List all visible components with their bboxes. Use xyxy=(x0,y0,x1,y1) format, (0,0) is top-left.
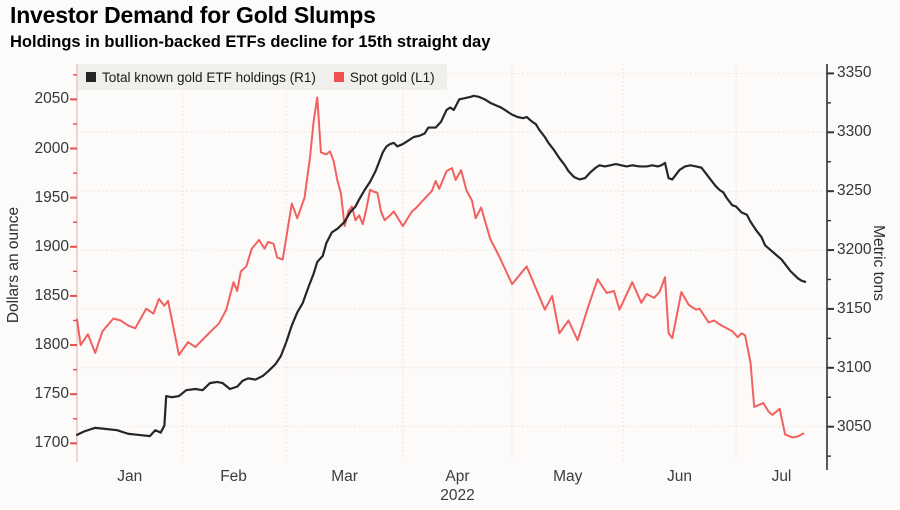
left-axis-tick-label: 1850 xyxy=(34,286,69,304)
left-axis-tick-label: 1800 xyxy=(34,336,69,354)
right-axis-tick-label: 3250 xyxy=(837,182,872,200)
legend-label-spot-gold: Spot gold (L1) xyxy=(349,69,435,85)
x-axis-month-label: Jul xyxy=(771,468,792,485)
right-axis-tick-label: 3050 xyxy=(837,417,872,435)
x-axis-month-label: Mar xyxy=(331,468,358,485)
right-axis-tick-label: 3300 xyxy=(837,123,872,141)
legend-item-spot-gold: Spot gold (L1) xyxy=(333,69,435,85)
x-axis-month-label: May xyxy=(553,468,583,485)
left-axis-tick-label: 2000 xyxy=(34,139,69,157)
legend-item-etf-holdings: Total known gold ETF holdings (R1) xyxy=(86,70,316,85)
left-axis-tick-label: 1900 xyxy=(34,237,69,255)
left-axis-tick-label: 1750 xyxy=(34,385,69,403)
left-axis-title: Dollars an ounce xyxy=(5,206,22,324)
right-axis-tick-label: 3200 xyxy=(837,241,872,259)
right-axis-tick-label: 3350 xyxy=(837,64,872,82)
left-axis-tick-label: 2050 xyxy=(34,90,69,108)
spot-gold-swatch-icon xyxy=(333,72,344,82)
chart-legend: Total known gold ETF holdings (R1) Spot … xyxy=(78,64,447,90)
x-axis-month-label: Jan xyxy=(117,468,143,485)
right-axis-tick-label: 3100 xyxy=(837,358,872,376)
etf-holdings-swatch-icon xyxy=(86,72,96,82)
x-axis-month-label: Jun xyxy=(667,468,693,485)
right-axis-tick-label: 3150 xyxy=(837,299,872,317)
etf-holdings-line xyxy=(75,94,807,438)
spot-gold-line xyxy=(76,96,805,439)
x-axis-year-label: 2022 xyxy=(440,487,475,504)
page-title: Investor Demand for Gold Slumps xyxy=(10,2,376,28)
left-axis-tick-label: 1950 xyxy=(34,188,69,206)
x-axis-month-label: Feb xyxy=(220,468,247,485)
chart-subtitle: Holdings in bullion-backed ETFs decline … xyxy=(10,33,491,51)
x-axis-month-label: Apr xyxy=(445,468,470,485)
left-axis-tick-label: 1700 xyxy=(34,434,69,452)
right-axis-title: Metric tons xyxy=(870,225,887,301)
legend-label-etf-holdings: Total known gold ETF holdings (R1) xyxy=(102,69,316,85)
